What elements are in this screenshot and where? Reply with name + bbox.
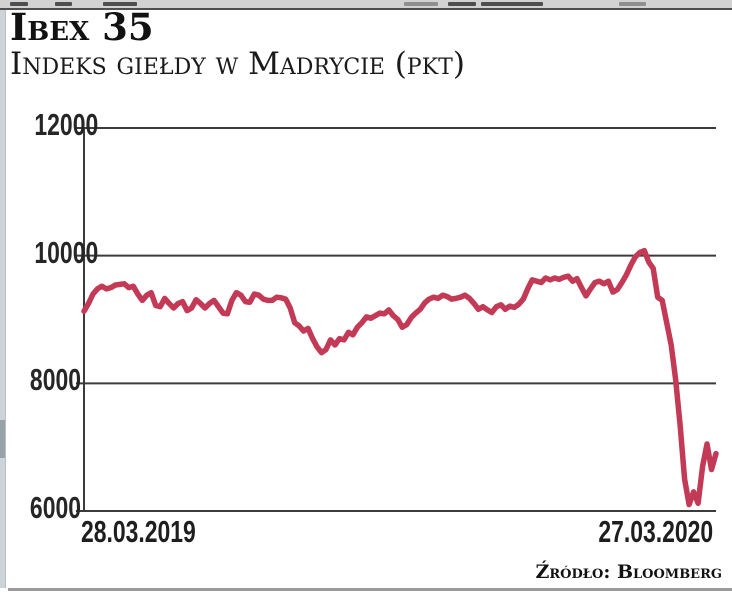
chart-title: Ibex 35 [10,5,154,49]
y-tick-label-10000: 10000 [34,234,99,270]
toolbar-text-fragment [404,2,438,6]
cropped-browser-toolbar [0,0,732,10]
y-tick-label-6000: 6000 [29,490,81,525]
toolbar-text-fragment [448,2,476,6]
source-credit: Źródło: Bloomberg [535,561,723,583]
x-axis-label-start: 28.03.2019 [81,514,196,549]
toolbar-text-fragment [619,2,646,6]
chart-subtitle: Indeks giełdy w Madrycie (pkt) [10,46,465,82]
ibex35-series-line [81,247,719,508]
toolbar-text-fragment [481,2,543,6]
y-tick-label-8000: 8000 [29,362,81,398]
page-left-edge [0,10,6,588]
toolbar-text-fragment [55,2,72,6]
page-bottom-edge [8,588,732,591]
toolbar-text-fragment [103,2,137,6]
toolbar-text-fragment [10,2,28,6]
x-axis-label-end: 27.03.2020 [598,514,713,549]
scrollbar-thumb-fragment [0,420,5,458]
y-tick-label-12000: 12000 [34,107,99,142]
